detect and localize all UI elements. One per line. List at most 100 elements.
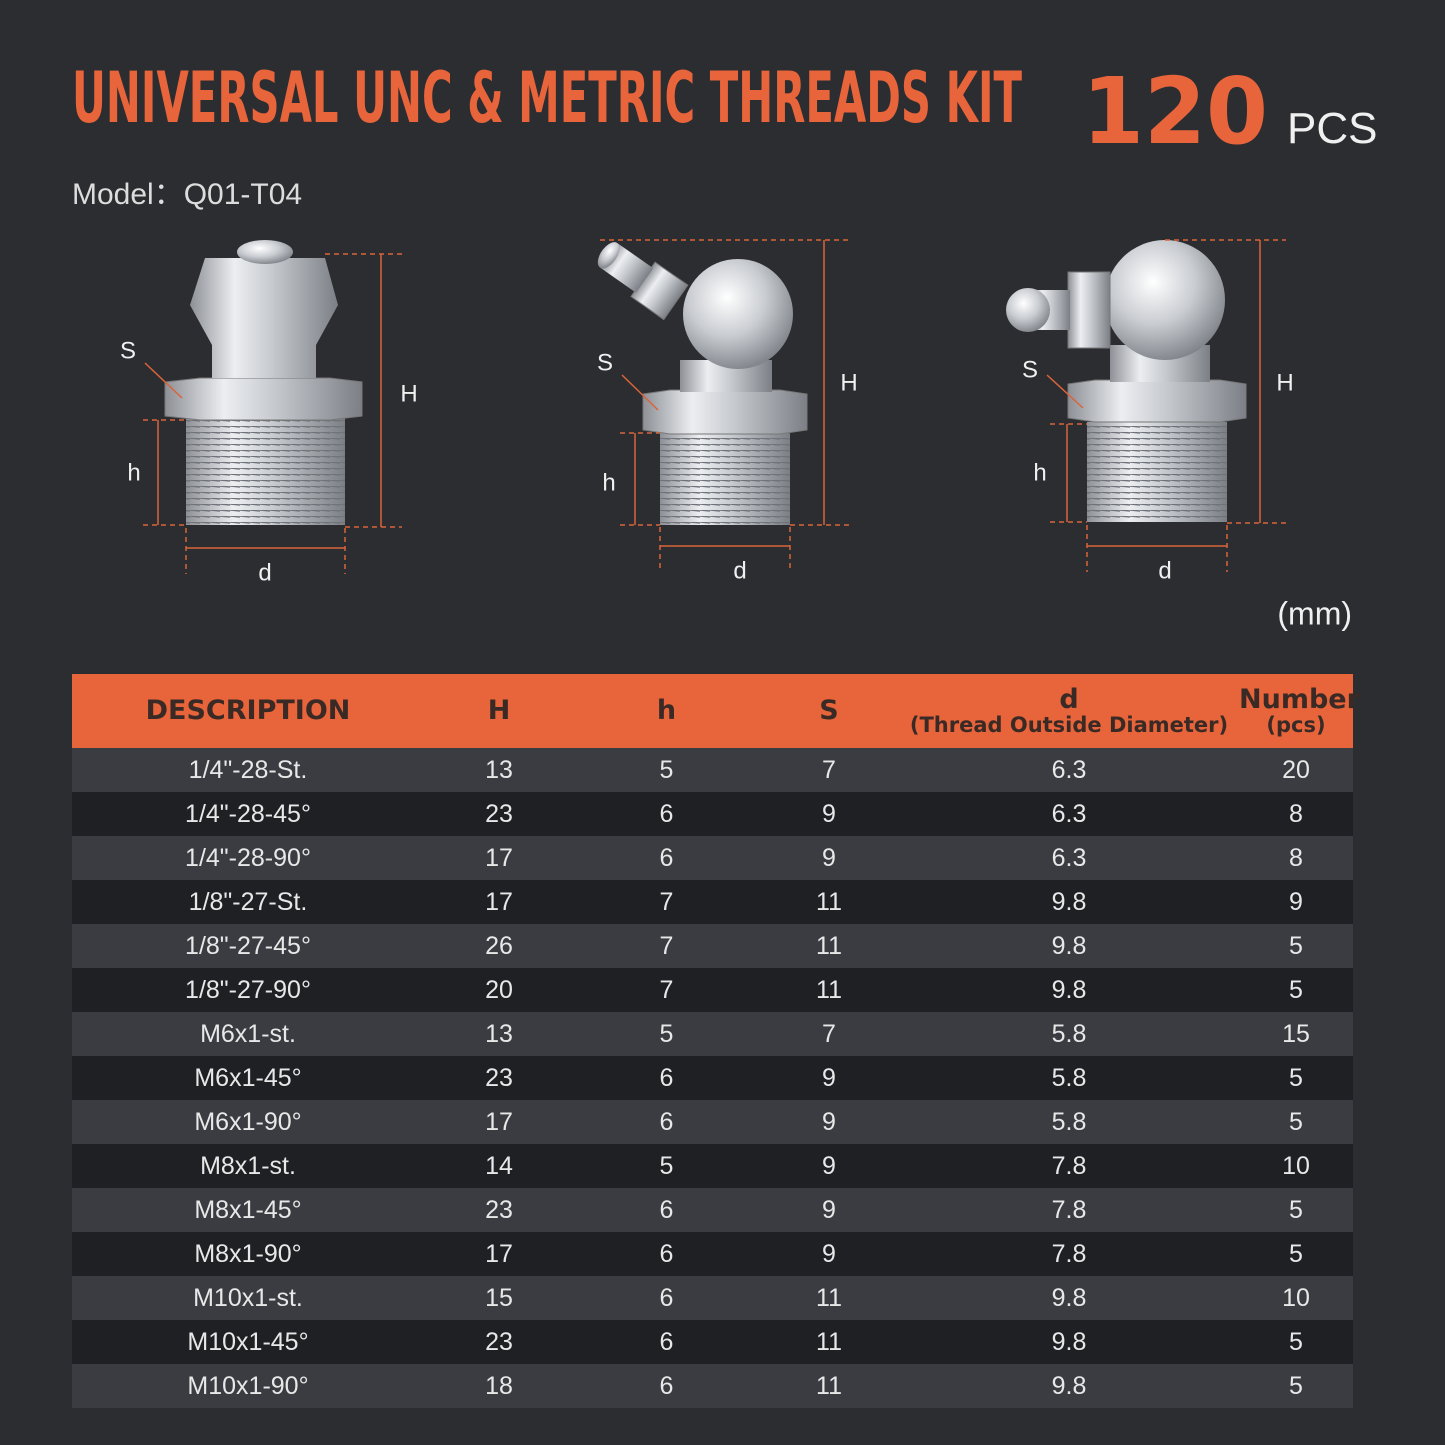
table-cell: 9.8: [899, 924, 1239, 968]
table-row: 1/8"-27-St. 17 7 11 9.8 9: [72, 880, 1353, 924]
table-cell: 9.8: [899, 1364, 1239, 1408]
table-cell: 6: [574, 1056, 759, 1100]
table-cell: 7: [759, 748, 899, 792]
table-body: 1/4"-28-St. 13 5 7 6.3 20 1/4"-28-45° 23 6 9 6.3 8 1…: [72, 748, 1353, 1408]
header-label: S: [819, 695, 839, 726]
label-big-h: H: [840, 369, 857, 396]
table-cell: 1/8"-27-St.: [72, 880, 424, 924]
table-cell: 15: [1239, 1012, 1353, 1056]
table-cell: M10x1-st.: [72, 1276, 424, 1320]
table-cell: 10: [1239, 1144, 1353, 1188]
table-cell: 8: [1239, 792, 1353, 836]
label-small-h: h: [1033, 459, 1046, 486]
table-row: M6x1-45° 23 6 9 5.8 5: [72, 1056, 1353, 1100]
table-cell: 5: [574, 1144, 759, 1188]
header-label: Number: [1239, 684, 1360, 715]
column-header: H: [424, 674, 574, 748]
table-cell: 23: [424, 1320, 574, 1364]
table-cell: 9.8: [899, 880, 1239, 924]
table-cell: 13: [424, 1012, 574, 1056]
table-cell: 11: [759, 1364, 899, 1408]
table-row: 1/4"-28-45° 23 6 9 6.3 8: [72, 792, 1353, 836]
table-cell: 9: [759, 1232, 899, 1276]
table-cell: 6.3: [899, 748, 1239, 792]
table-cell: 9: [759, 1188, 899, 1232]
table-cell: 7.8: [899, 1188, 1239, 1232]
fitting-straight: [143, 240, 402, 574]
table-cell: 17: [424, 836, 574, 880]
table-cell: 26: [424, 924, 574, 968]
table-cell: 7: [574, 968, 759, 1012]
table-cell: 17: [424, 880, 574, 924]
table-cell: 15: [424, 1276, 574, 1320]
table-cell: 7: [574, 880, 759, 924]
table-row: M8x1-st. 14 5 9 7.8 10: [72, 1144, 1353, 1188]
table-cell: 5: [574, 1012, 759, 1056]
table-cell: 23: [424, 792, 574, 836]
header-and-diagram: UNIVERSAL UNC & METRIC THREADS KIT 120 P…: [72, 57, 1377, 631]
fitting-45: [597, 239, 850, 572]
table-cell: 9: [759, 792, 899, 836]
column-header: Number (pcs): [1239, 674, 1360, 748]
table-cell: 5: [1239, 1364, 1353, 1408]
header-label: DESCRIPTION: [145, 695, 351, 726]
header-sublabel: (Thread Outside Diameter): [909, 713, 1229, 737]
table-row: M8x1-90° 17 6 9 7.8 5: [72, 1232, 1353, 1276]
table-row: M10x1-st. 15 6 11 9.8 10: [72, 1276, 1353, 1320]
table-cell: 9.8: [899, 1320, 1239, 1364]
label-s: S: [120, 337, 136, 364]
table-cell: 6: [574, 1320, 759, 1364]
title: UNIVERSAL UNC & METRIC THREADS KIT: [72, 57, 1022, 139]
table-cell: 7: [574, 924, 759, 968]
fitting-90: [1006, 239, 1286, 572]
table-cell: 5: [574, 748, 759, 792]
table-cell: 5: [1239, 1232, 1353, 1276]
table-cell: 18: [424, 1364, 574, 1408]
table-row: M6x1-90° 17 6 9 5.8 5: [72, 1100, 1353, 1144]
table-cell: 1/8"-27-45°: [72, 924, 424, 968]
table-cell: 9: [759, 1144, 899, 1188]
table-cell: 11: [759, 1320, 899, 1364]
table-cell: 5.8: [899, 1100, 1239, 1144]
table-cell: M6x1-90°: [72, 1100, 424, 1144]
table-cell: 5: [1239, 1056, 1353, 1100]
label-d: d: [1158, 557, 1171, 584]
table-cell: 9: [759, 1056, 899, 1100]
table-cell: 23: [424, 1056, 574, 1100]
table-cell: 23: [424, 1188, 574, 1232]
table-cell: 1/4"-28-45°: [72, 792, 424, 836]
table-cell: 6: [574, 792, 759, 836]
table-row: M10x1-90° 18 6 11 9.8 5: [72, 1364, 1353, 1408]
table-cell: 10: [1239, 1276, 1353, 1320]
table-cell: 6: [574, 1364, 759, 1408]
table-cell: M8x1-90°: [72, 1232, 424, 1276]
table-cell: 9: [1239, 880, 1353, 924]
label-s: S: [1022, 356, 1038, 383]
table-row: M10x1-45° 23 6 11 9.8 5: [72, 1320, 1353, 1364]
header-label: h: [656, 695, 677, 726]
column-header: d (Thread Outside Diameter): [899, 674, 1239, 748]
table-cell: 6: [574, 836, 759, 880]
table-cell: 6: [574, 1276, 759, 1320]
table-cell: 6: [574, 1232, 759, 1276]
label-d: d: [733, 557, 746, 584]
table-cell: 6: [574, 1100, 759, 1144]
table-cell: M10x1-45°: [72, 1320, 424, 1364]
table-cell: 8: [1239, 836, 1353, 880]
table-cell: M6x1-st.: [72, 1012, 424, 1056]
table-row: M6x1-st. 13 5 7 5.8 15: [72, 1012, 1353, 1056]
table-row: 1/4"-28-St. 13 5 7 6.3 20: [72, 748, 1353, 792]
table-cell: M8x1-st.: [72, 1144, 424, 1188]
table-cell: 14: [424, 1144, 574, 1188]
table-cell: M10x1-90°: [72, 1364, 424, 1408]
column-header: DESCRIPTION: [72, 674, 424, 748]
table-cell: 7: [759, 1012, 899, 1056]
label-big-h: H: [1276, 369, 1293, 396]
table-cell: 13: [424, 748, 574, 792]
table-row: 1/8"-27-90° 20 7 11 9.8 5: [72, 968, 1353, 1012]
column-header: h: [574, 674, 759, 748]
header-label: H: [487, 695, 511, 726]
